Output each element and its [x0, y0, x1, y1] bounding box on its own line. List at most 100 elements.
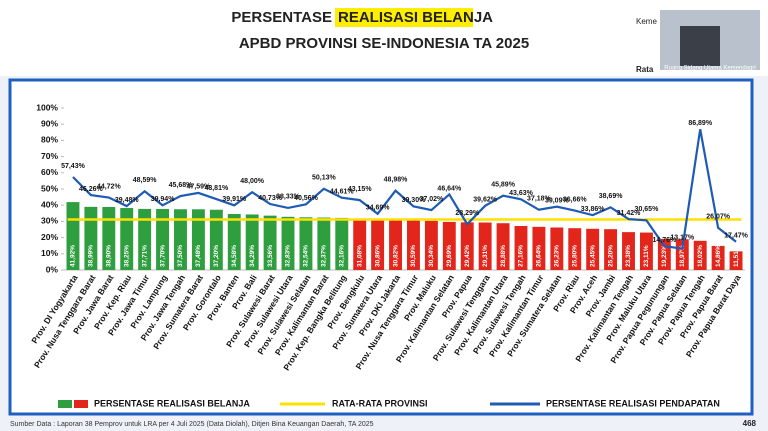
bar-value-label: 33,56%	[267, 245, 274, 267]
bar	[442, 221, 456, 270]
bar	[245, 214, 259, 270]
bar	[191, 209, 205, 270]
bar	[138, 208, 152, 270]
bar-value-label: 29,31%	[482, 245, 489, 267]
legend-swatch	[74, 400, 88, 408]
bar-value-label: 11,51%	[733, 245, 740, 267]
line-value-label: 48,00%	[240, 178, 265, 185]
legend-label: RATA-RATA PROVINSI	[332, 398, 428, 408]
line-value-label: 46,64%	[437, 185, 462, 192]
bar-value-label: 25,20%	[607, 245, 614, 267]
bar-value-label: 37,71%	[141, 245, 148, 267]
y-tick-label: 100%	[36, 102, 58, 112]
bar-value-label: 29,69%	[446, 245, 453, 267]
line-value-label: 33,86%	[581, 206, 606, 213]
legend-swatch	[58, 400, 72, 408]
video-label: Keme	[636, 17, 657, 26]
bar	[102, 206, 116, 270]
bar-value-label: 30,59%	[410, 245, 417, 267]
line-value-label: 43,15%	[348, 186, 373, 193]
bar	[568, 228, 582, 270]
bar	[335, 217, 349, 270]
line-value-label: 17,47%	[724, 233, 749, 240]
bar-value-label: 37,70%	[159, 245, 166, 267]
bar-value-label: 18,02%	[697, 245, 704, 267]
bar	[353, 219, 367, 270]
line-value-label: 43,63%	[509, 190, 534, 197]
bar-value-label: 14,86%	[715, 245, 722, 267]
bar-value-label: 25,45%	[589, 245, 596, 267]
bar-value-label: 34,58%	[231, 245, 238, 267]
bar-value-label: 32,54%	[303, 245, 310, 267]
line-value-label: 13,17%	[670, 235, 695, 242]
y-tick-label: 0%	[46, 264, 59, 274]
bar-value-label: 32,83%	[285, 245, 292, 267]
video-caption: Ruang Sidang Utama Kemendagri	[664, 66, 755, 72]
bar	[693, 240, 707, 270]
bar	[299, 217, 313, 270]
bar-value-label: 38,25%	[123, 245, 130, 267]
line-value-label: 39,48%	[115, 197, 140, 204]
y-tick-label: 30%	[41, 216, 58, 226]
line-value-label: 37,18%	[527, 196, 552, 203]
line-value-label: 28,29%	[455, 210, 480, 217]
bar	[281, 216, 295, 270]
line	[72, 129, 737, 250]
line-value-label: 30,65%	[635, 206, 660, 213]
bar	[209, 209, 223, 270]
line-value-label: 40,73%	[258, 195, 283, 202]
y-tick-label: 10%	[41, 248, 58, 258]
y-tick-label: 80%	[41, 135, 58, 145]
bar-value-label: 37,48%	[195, 245, 202, 267]
y-tick-label: 60%	[41, 167, 58, 177]
bar-value-label: 32,16%	[338, 245, 345, 267]
bar	[622, 232, 635, 270]
line-value-label: 44,61%	[330, 189, 355, 196]
speaker	[680, 26, 720, 66]
bar-value-label: 28,88%	[500, 245, 507, 267]
line-value-label: 26,07%	[706, 214, 731, 221]
bar-value-label: 30,86%	[374, 245, 381, 267]
bar	[424, 220, 438, 270]
bar	[227, 213, 241, 270]
video-label: Rata	[636, 65, 654, 74]
legend-label: PERSENTASE REALISASI BELANJA	[94, 398, 250, 408]
line-value-label: 34,69%	[366, 205, 391, 212]
bar	[174, 209, 187, 270]
bar-value-label: 41,92%	[70, 245, 77, 267]
bar-value-label: 38,90%	[106, 245, 113, 267]
line-value-label: 39,09%	[545, 198, 570, 205]
line-value-label: 45,68%	[169, 182, 194, 189]
bar	[263, 215, 277, 270]
line-value-label: 57,43%	[61, 163, 86, 170]
bar	[371, 220, 385, 270]
bar	[120, 208, 134, 270]
bar-value-label: 23,38%	[625, 245, 632, 267]
bar-value-label: 25,80%	[571, 245, 578, 267]
y-tick-label: 70%	[41, 151, 58, 161]
legend-label: PERSENTASE REALISASI PENDAPATAN	[546, 398, 720, 408]
page-number: 468	[743, 419, 757, 428]
y-tick-label: 90%	[41, 118, 58, 128]
bar	[84, 206, 98, 270]
bar-value-label: 31,08%	[356, 245, 363, 267]
line-value-label: 37,02%	[420, 196, 445, 203]
bar-value-label: 27,16%	[518, 245, 525, 267]
bar-value-label: 32,37%	[321, 245, 328, 267]
bar-value-label: 23,11%	[643, 245, 650, 267]
bar-value-label: 34,29%	[249, 245, 256, 267]
bar	[317, 217, 331, 270]
bar	[407, 220, 420, 270]
line-value-label: 39,91%	[222, 196, 247, 203]
bar	[675, 239, 689, 270]
line-value-label: 14,76%	[652, 237, 677, 244]
bar	[639, 232, 653, 270]
bar-value-label: 37,20%	[213, 245, 220, 267]
line-value-label: 44,72%	[97, 183, 122, 190]
source: Sumber Data : Laporan 38 Pemprov untuk L…	[10, 421, 374, 428]
line-value-label: 36,66%	[563, 196, 588, 203]
bar	[460, 222, 474, 270]
bar-value-label: 38,99%	[88, 245, 95, 267]
bar	[550, 227, 564, 270]
